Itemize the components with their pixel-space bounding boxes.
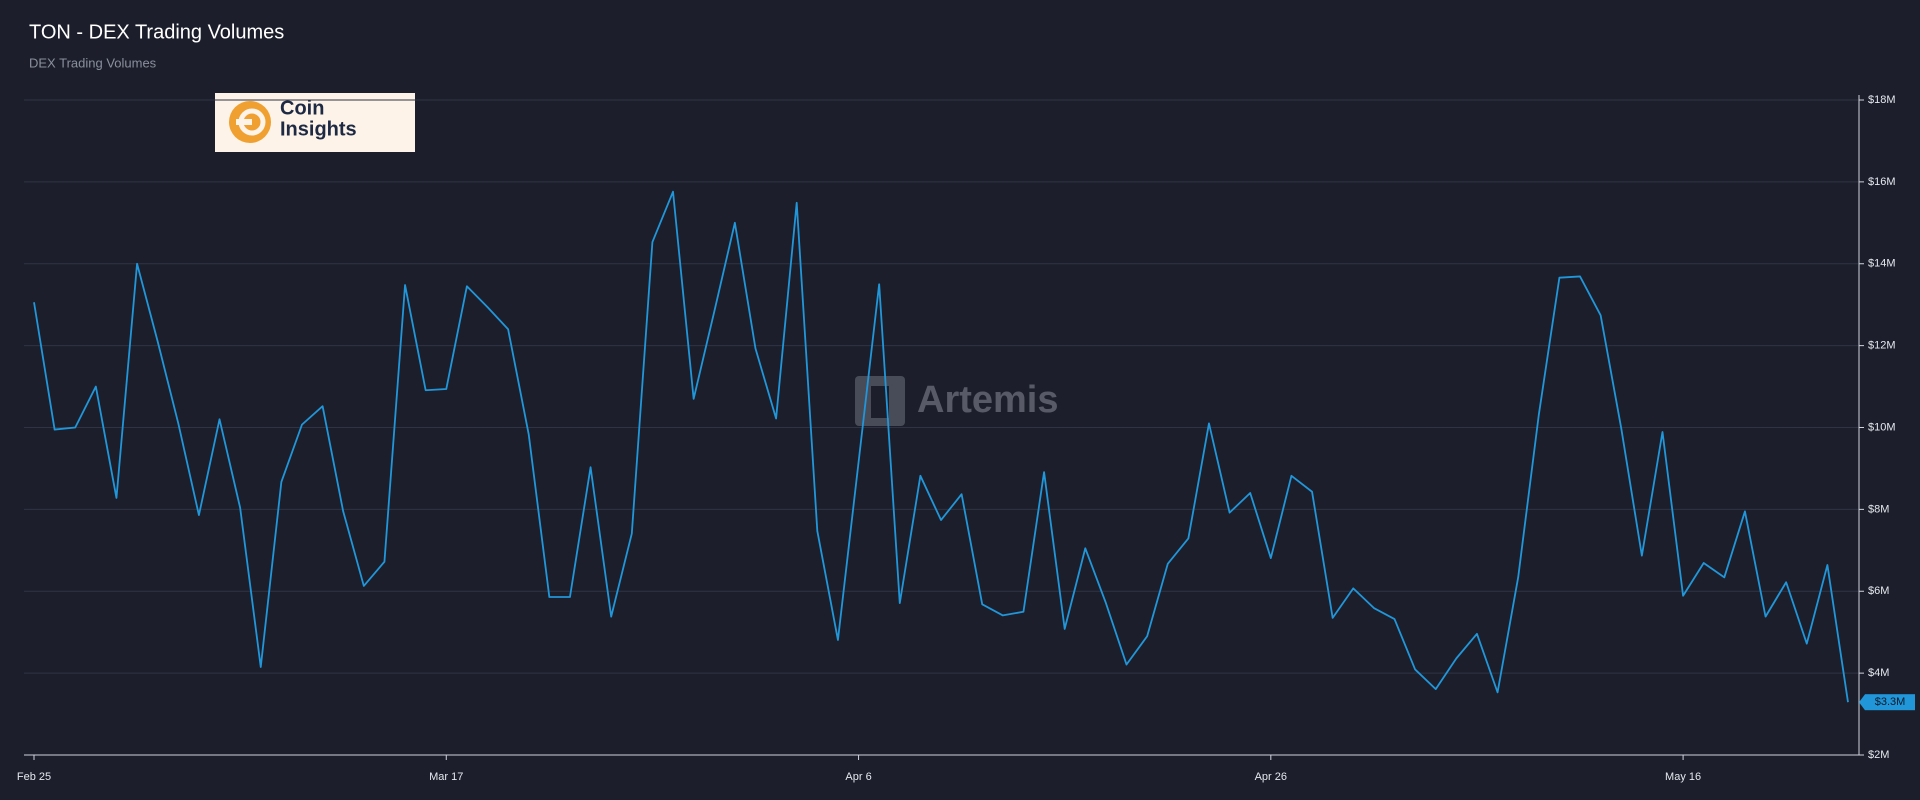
chart-title: TON - DEX Trading Volumes <box>29 21 284 43</box>
logo: Coin Insights <box>215 93 415 152</box>
watermark-text: Artemis <box>917 379 1059 421</box>
y-tick-label: $12M <box>1868 340 1896 352</box>
x-tick-label: Feb 25 <box>17 771 51 783</box>
x-tick-label: Mar 17 <box>429 771 463 783</box>
watermark-icon-cut <box>871 386 889 418</box>
x-tick-label: Apr 6 <box>845 771 871 783</box>
x-tick-label: Apr 26 <box>1255 771 1287 783</box>
watermark: Artemis <box>855 376 1059 426</box>
end-label-box <box>1865 694 1915 711</box>
end-label-pointer <box>1859 694 1865 711</box>
y-tick-label: $16M <box>1868 176 1896 188</box>
y-tick-label: $6M <box>1868 585 1889 597</box>
y-tick-label: $2M <box>1868 749 1889 761</box>
y-tick-label: $10M <box>1868 421 1896 433</box>
y-tick-label: $8M <box>1868 503 1889 515</box>
logo-text: Insights <box>280 118 357 140</box>
chart-subtitle: DEX Trading Volumes <box>29 55 157 70</box>
x-tick-label: May 16 <box>1665 771 1701 783</box>
logo-icon-bar <box>236 119 252 125</box>
logo-text: Coin <box>280 97 324 119</box>
line <box>33 190 1849 703</box>
y-tick-label: $18M <box>1868 94 1896 106</box>
y-tick-label: $14M <box>1868 258 1896 270</box>
y-tick-label: $4M <box>1868 667 1889 679</box>
end-label: $3.3M <box>1875 696 1906 708</box>
